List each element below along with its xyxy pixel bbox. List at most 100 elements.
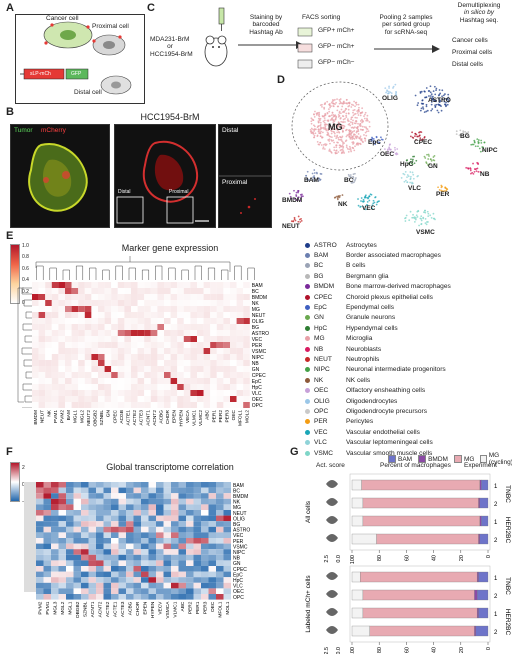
legend-name: Astrocytes (346, 241, 377, 249)
heatmap-e-cell (38, 384, 46, 390)
heatmap-e-row-label: ASTRO (252, 331, 269, 337)
micro-mcherry: Distal Proximal (114, 124, 216, 228)
heatmap-e-row-label: VLC (252, 391, 262, 397)
heatmap-f-cell (133, 538, 141, 544)
heatmap-e-cell (131, 360, 138, 366)
g-legend-item: BMDM (418, 452, 448, 466)
legend-abbr: OPC (314, 407, 329, 415)
heatmap-e-cell (131, 282, 138, 288)
heatmap-e-cell (164, 312, 171, 318)
heatmap-e-cell (236, 390, 244, 396)
g-bar-segment (479, 533, 489, 545)
heatmap-e-cell (157, 402, 164, 408)
legend-name: Choroid plexus epithelial cells (346, 293, 433, 301)
heatmap-e-cell (157, 300, 164, 306)
heatmap-f-cell (88, 543, 96, 550)
heatmap-e-cell (243, 342, 250, 348)
heatmap-f-cell (163, 526, 171, 533)
heatmap-e-cell (45, 396, 52, 402)
umap-legend-item: BMDM Bone marrow-derived macrophages (305, 282, 510, 292)
heatmap-f-cell (156, 549, 164, 555)
heatmap-f-cell (156, 504, 164, 510)
heatmap-e-cell (243, 300, 250, 306)
heatmap-e-cell (210, 366, 217, 372)
heatmap-f-cell (73, 594, 81, 600)
heatmap-e-cell (236, 312, 244, 318)
heatmap-e-cell (38, 318, 46, 324)
heatmap-e-cell (230, 324, 237, 330)
heatmap-e-cell (177, 372, 184, 378)
heatmap-f-cell (186, 487, 194, 494)
heatmap-e-cell (32, 366, 39, 372)
legend-dot-icon (305, 305, 310, 311)
panel-f-title: Global transcriptome correlation (106, 462, 234, 472)
heatmap-e-cell (65, 378, 72, 384)
heatmap-f-col-label: HYPEN (150, 601, 156, 618)
heatmap-e-cell (58, 390, 65, 396)
heatmap-e-cell (78, 288, 85, 294)
heatmap-e-cell (197, 294, 204, 300)
heatmap-e-cell (71, 336, 79, 342)
heatmap-f-cell (141, 571, 149, 578)
heatmap-f-cell (36, 482, 44, 488)
heatmap-e-cell (197, 324, 204, 330)
heatmap-e-cell (216, 330, 224, 336)
heatmap-e-cell (71, 306, 79, 312)
heatmap-f-cell (103, 498, 111, 505)
heatmap-e-cell (203, 330, 211, 336)
heatmap-e-cell (197, 384, 204, 390)
heatmap-e-cell (190, 354, 197, 360)
heatmap-e-cell (243, 324, 250, 330)
panel-label-g: G (290, 446, 299, 458)
heatmap-e-cell (124, 330, 131, 336)
heatmap-f-cell (178, 526, 186, 533)
heatmap-f-cell (148, 498, 156, 505)
heatmap-e-cell (157, 330, 164, 336)
heatmap-e-cell (150, 360, 158, 366)
heatmap-f-cell (126, 560, 134, 566)
heatmap-f-cell (178, 582, 186, 589)
g-bar-segment (478, 607, 489, 619)
umap-legend-item: BAM Border associated macrophages (305, 250, 510, 260)
panel-e-scale-ticks: 1.0 0.8 0.6 0.4 0.2 0 (22, 241, 29, 309)
heatmap-e-col-label: NEUT2 (86, 410, 92, 426)
heatmap-e-cell (170, 282, 178, 288)
heatmap-f-cell (126, 538, 134, 544)
umap-label-per: PER (436, 191, 450, 198)
umap-legend-item: MG Microglia (305, 334, 510, 344)
heatmap-e-cell (150, 318, 158, 324)
heatmap-f-cell (156, 498, 164, 505)
panel-label-b: B (6, 106, 14, 118)
heatmap-f-cell (141, 538, 149, 544)
heatmap-e-cell (78, 372, 85, 378)
heatmap-f-col-label: PER3 (203, 601, 209, 614)
heatmap-f-cell (186, 521, 194, 527)
heatmap-f-cell (193, 577, 201, 583)
heatmap-f-cell (88, 482, 96, 488)
heatmap-e-cell (203, 378, 211, 384)
mouse-icon (204, 35, 228, 67)
umap-legend-item: VSMC Vascular smooth muscle cells (305, 448, 510, 458)
heatmap-f-cell (141, 594, 149, 600)
heatmap-f-cell (73, 571, 81, 578)
heatmap-f-cell (193, 510, 201, 516)
heatmap-e-cell (32, 294, 39, 300)
legend-name: Vascular leptomeningeal cells (346, 439, 433, 447)
heatmap-f-cell (156, 582, 164, 589)
heatmap-e-cell (45, 360, 52, 366)
heatmap-f-cell (133, 493, 141, 499)
heatmap-e-cell (177, 384, 184, 390)
heatmap-f-cell (163, 498, 171, 505)
heatmap-e-cell (190, 372, 197, 378)
heatmap-e-cell (183, 390, 191, 396)
heatmap-e-cell (131, 372, 138, 378)
heatmap-e-cell (177, 402, 184, 408)
g-bar-segment (351, 533, 377, 545)
heatmap-f-cell (66, 571, 74, 578)
umap-cluster-astro (414, 85, 450, 114)
heatmap-e-cell (164, 366, 171, 372)
heatmap-e-cell (197, 366, 204, 372)
heatmap-e-cell (124, 360, 131, 366)
legend-abbr: OLIG (314, 397, 330, 405)
transcriptome-correlation-heatmap: BAMBCBMDMNKMGNEUTOLIGBGASTROVECPERVSMCNI… (36, 482, 250, 619)
